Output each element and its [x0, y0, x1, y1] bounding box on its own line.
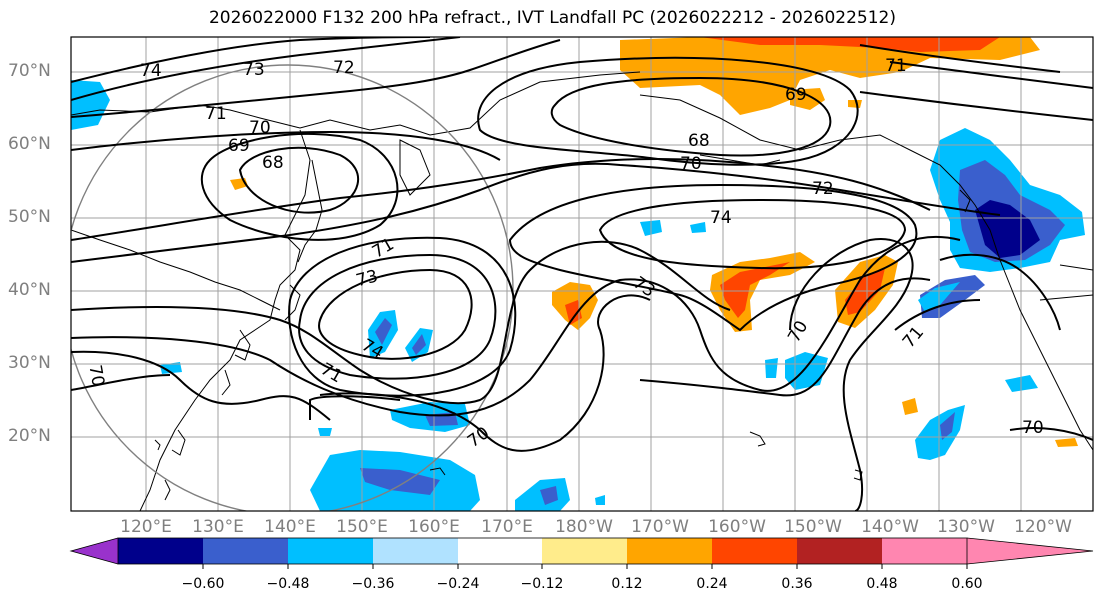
refractivity-contours — [71, 37, 1093, 511]
colorbar-tick-label: 0.48 — [866, 576, 898, 592]
contour-label: 71 — [885, 56, 907, 76]
contour-label: 71 — [205, 104, 227, 124]
contour-label: 70 — [1022, 418, 1044, 438]
negative-shading — [71, 80, 1085, 511]
colorbar-extend-low — [71, 538, 118, 564]
colorbar-swatch — [118, 538, 203, 564]
colorbar-tick-label: 0.24 — [696, 576, 728, 592]
graticule — [71, 37, 1093, 511]
lat-label: 60°N — [8, 134, 51, 154]
colorbar-tick-label: 0.36 — [781, 576, 813, 592]
lon-label: 140°W — [861, 517, 919, 537]
lon-label: 140°E — [264, 517, 316, 537]
colorbar-extend-high — [967, 538, 1093, 564]
map-title: 2026022000 F132 200 hPa refract., IVT La… — [208, 8, 896, 28]
colorbar-tick-label: 0.60 — [951, 576, 983, 592]
contour-label: 68 — [262, 153, 284, 173]
contour-label: 72 — [333, 58, 355, 78]
lat-label: 30°N — [8, 353, 51, 373]
colorbar-tick-label: −0.24 — [436, 576, 480, 592]
lon-label: 160°E — [408, 517, 460, 537]
lon-label: 120°E — [120, 517, 172, 537]
contour-label: 69 — [785, 85, 807, 105]
colorbar-swatch — [797, 538, 882, 564]
contour-label: 70 — [84, 363, 107, 388]
colorbar-swatch — [373, 538, 458, 564]
colorbar-swatch — [288, 538, 373, 564]
colorbar-swatch — [882, 538, 967, 564]
lat-label: 40°N — [8, 280, 51, 300]
lat-label: 20°N — [8, 426, 51, 446]
contour-label: 68 — [688, 131, 710, 151]
colorbar-swatch — [542, 538, 627, 564]
lon-label: 170°W — [631, 517, 689, 537]
colorbar-tick-label: −0.48 — [266, 576, 310, 592]
contour-label: 72 — [812, 179, 834, 199]
lon-label: 130°E — [192, 517, 244, 537]
contour-label: 74 — [710, 208, 732, 228]
contour-label: 70 — [249, 118, 271, 138]
lat-label: 50°N — [8, 207, 51, 227]
lon-label: 170°E — [481, 517, 533, 537]
contour-label: 69 — [228, 136, 250, 156]
lon-label: 130°W — [937, 517, 995, 537]
lat-label: 70°N — [8, 61, 51, 81]
colorbar-swatch — [627, 538, 712, 564]
contour-label: 74 — [140, 61, 162, 81]
colorbar-tick-label: −0.60 — [181, 576, 225, 592]
colorbar-swatch — [458, 538, 542, 564]
islands — [154, 439, 446, 501]
colorbar-swatch — [712, 538, 797, 564]
contour-label: 73 — [243, 60, 265, 80]
colorbar-tick-label: −0.36 — [351, 576, 395, 592]
contour-label: 70 — [680, 154, 702, 174]
lon-label: 150°E — [336, 517, 388, 537]
lon-label: 150°W — [784, 517, 842, 537]
colorbar-tick-label: −0.12 — [520, 576, 564, 592]
lon-label: 180°W — [555, 517, 613, 537]
lon-label: 120°W — [1014, 517, 1072, 537]
contour-labels: 74 73 72 71 70 69 68 69 68 70 72 74 71 7… — [84, 56, 1043, 452]
lon-label: 160°W — [708, 517, 766, 537]
colorbar-swatch — [203, 538, 288, 564]
colorbar-tick-label: 0.12 — [611, 576, 643, 592]
colorbar — [69, 537, 1094, 569]
